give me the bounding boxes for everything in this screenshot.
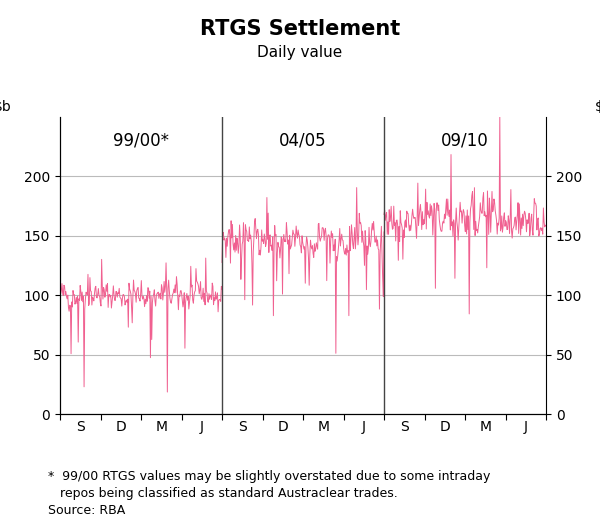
Text: repos being classified as standard Austraclear trades.: repos being classified as standard Austr… bbox=[48, 487, 398, 500]
Text: RTGS Settlement: RTGS Settlement bbox=[200, 19, 400, 39]
Text: *  99/00 RTGS values may be slightly overstated due to some intraday: * 99/00 RTGS values may be slightly over… bbox=[48, 470, 490, 483]
Text: Source: RBA: Source: RBA bbox=[48, 504, 125, 517]
Text: 04/05: 04/05 bbox=[279, 131, 327, 149]
Text: $b: $b bbox=[595, 100, 600, 114]
Text: 09/10: 09/10 bbox=[441, 131, 489, 149]
Text: 99/00*: 99/00* bbox=[113, 131, 169, 149]
Text: $b: $b bbox=[0, 100, 11, 114]
Text: Daily value: Daily value bbox=[257, 45, 343, 60]
